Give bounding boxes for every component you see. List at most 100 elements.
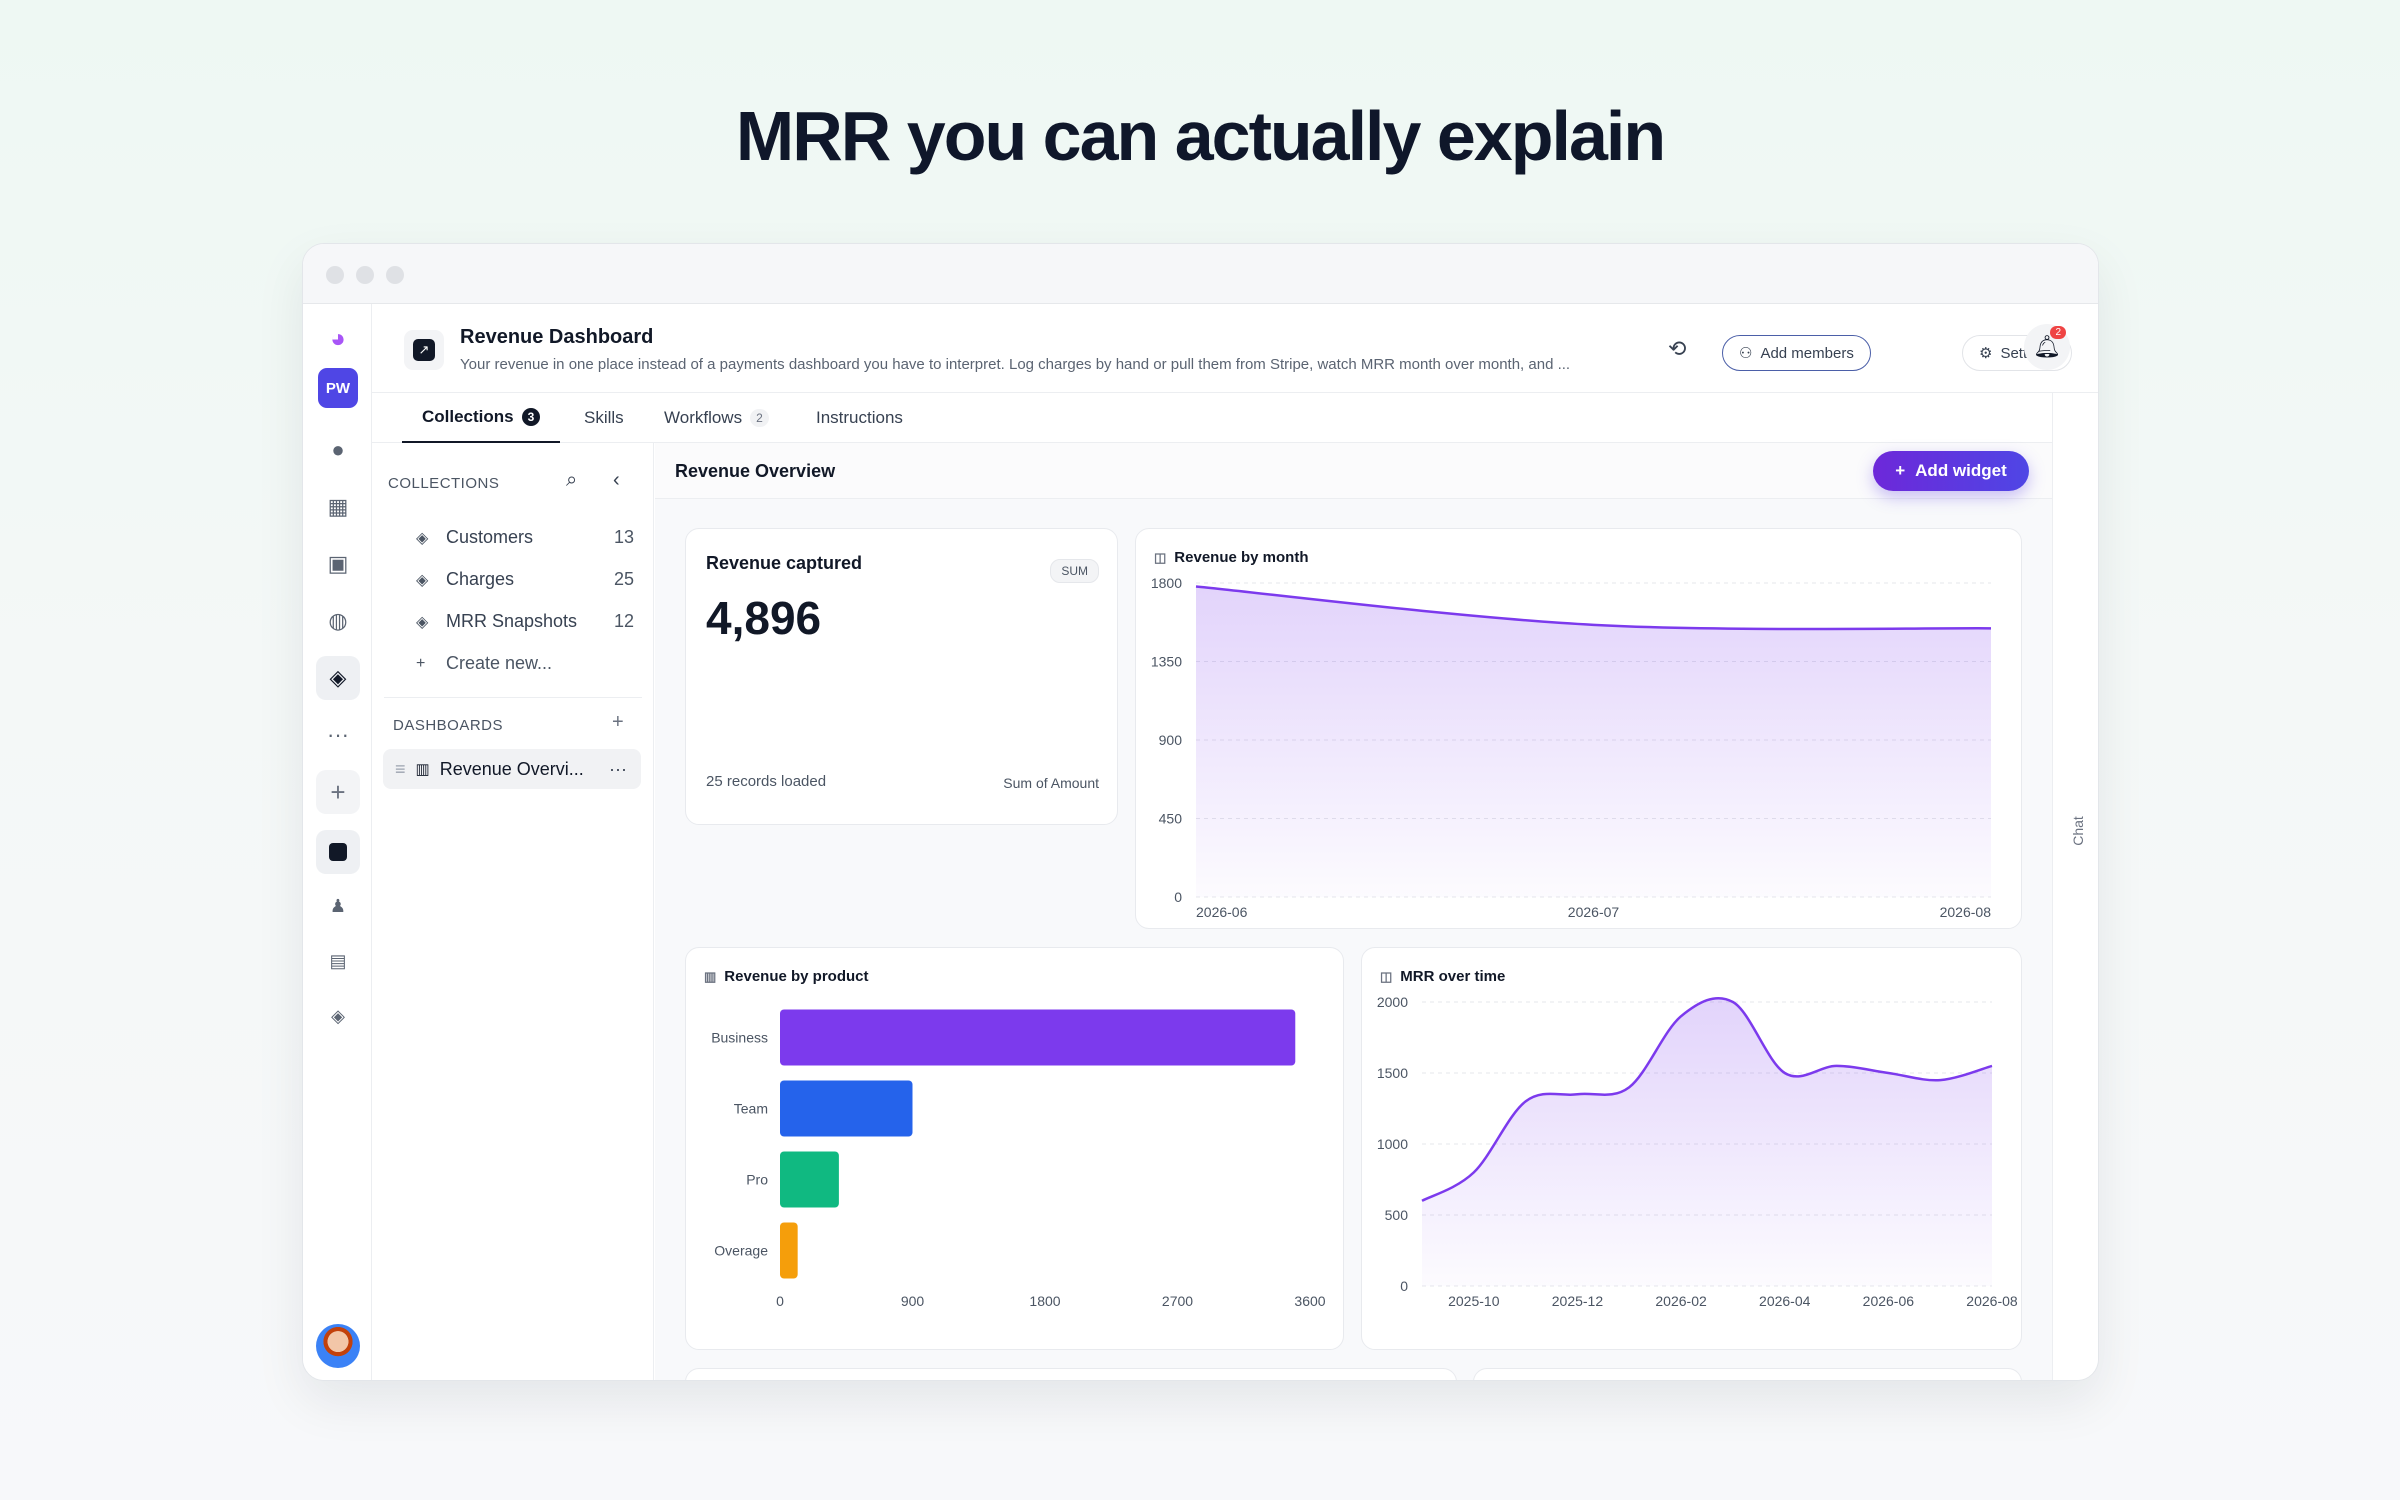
tab-instructions[interactable]: Instructions xyxy=(816,393,903,443)
dashboard-app-icon[interactable] xyxy=(316,830,360,874)
apps-grid-icon[interactable]: ▦ xyxy=(327,494,349,519)
dashboard-toolbar: Revenue Overview + Add widget xyxy=(655,443,2052,499)
bar-chart-icon: ▥ xyxy=(704,968,717,984)
x-tick-label: 2026-08 xyxy=(1966,1293,2018,1309)
tab-label: Instructions xyxy=(816,408,903,427)
y-tick-label: 1000 xyxy=(1377,1136,1408,1152)
create-new-label: Create new... xyxy=(446,653,553,673)
y-tick-label: 0 xyxy=(1174,889,1182,905)
x-tick-label: 1800 xyxy=(1029,1293,1060,1309)
tab-label: Workflows xyxy=(664,408,743,427)
y-tick-label: 0 xyxy=(1400,1278,1408,1294)
x-tick-label: 2025-10 xyxy=(1448,1293,1500,1309)
y-tick-label: 900 xyxy=(1159,732,1183,748)
window-minimize-dot[interactable] xyxy=(356,266,374,284)
inbox-icon[interactable]: ▣ xyxy=(327,551,349,576)
add-widget-label: Add widget xyxy=(1915,461,2007,480)
window-maximize-dot[interactable] xyxy=(386,266,404,284)
revenue-by-month-chart: 0 450 900 1350 1800 2026-06 2026-07 2026-08 xyxy=(1151,575,1992,920)
x-tick-label: 2026-06 xyxy=(1196,904,1248,920)
widget-card-partial[interactable] xyxy=(1473,1368,2022,1380)
clipboard-icon[interactable]: ▤ xyxy=(329,950,347,971)
collection-item-customers[interactable]: ◈ Customers 13 xyxy=(416,527,634,548)
dashboard-canvas: Revenue Overview + Add widget Revenue cap… xyxy=(655,443,2052,1380)
layers-icon[interactable]: ◈ xyxy=(316,656,360,700)
metric-card[interactable]: Revenue captured SUM 4,896 25 records lo… xyxy=(685,528,1118,825)
revenue-by-month-card[interactable]: ◫ Revenue by month 0 450 900 1350 1800 2026-06… xyxy=(1135,528,2022,929)
drag-handle-icon[interactable]: ≡ xyxy=(395,758,406,779)
x-tick-label: 900 xyxy=(901,1293,925,1309)
sidebar-divider xyxy=(384,697,642,698)
series-line xyxy=(1421,996,1993,1202)
bar xyxy=(780,1151,839,1208)
collapse-chevron-icon[interactable]: ‹ xyxy=(613,469,620,491)
more-icon[interactable]: ··· xyxy=(327,722,349,747)
icon-rail: ◕ PW ● ▦ ▣ ◍ ◈ ··· + ♟ ▤ ◈ xyxy=(303,304,372,1380)
collection-label: MRR Snapshots xyxy=(446,611,578,631)
tab-count: 3 xyxy=(521,408,541,426)
plus-icon: + xyxy=(416,654,426,672)
collection-item-charges[interactable]: ◈ Charges 25 xyxy=(416,569,634,590)
page-title: Revenue Dashboard xyxy=(460,326,654,348)
tab-collections[interactable]: Collections 3 xyxy=(402,393,561,443)
tab-label: Collections xyxy=(422,407,514,426)
page-header: ↗ Revenue Dashboard Your revenue in one … xyxy=(372,304,2098,393)
series-area xyxy=(1422,998,1992,1286)
add-dashboard-icon[interactable]: + xyxy=(612,711,624,733)
stack-icon: ◈ xyxy=(416,529,429,547)
x-tick-label: 2026-02 xyxy=(1655,1293,1707,1309)
search-icon[interactable]: ⌕ xyxy=(566,469,578,491)
series-line xyxy=(1195,585,1992,631)
stack-icon[interactable]: ◈ xyxy=(331,1005,345,1026)
collection-label: Charges xyxy=(446,569,515,589)
more-icon[interactable]: ··· xyxy=(609,758,627,779)
plus-icon: + xyxy=(1895,461,1906,480)
x-tick-label: 2026-06 xyxy=(1863,1293,1915,1309)
chat-label: Chat xyxy=(2069,816,2086,846)
collection-count: 13 xyxy=(613,527,634,547)
workspace-avatar[interactable]: PW xyxy=(318,368,358,408)
history-icon[interactable]: ⟲ xyxy=(1668,336,1687,361)
x-tick-label: 2026-04 xyxy=(1759,1293,1811,1309)
line-chart-icon: ◫ xyxy=(1380,968,1393,984)
app-window: ◕ PW ● ▦ ▣ ◍ ◈ ··· + ♟ ▤ ◈ ↗ Revenue Das… xyxy=(302,243,2099,1381)
notifications-button[interactable]: 🔔︎ 2 xyxy=(2024,324,2070,370)
chart-title: Revenue by product xyxy=(724,968,869,985)
add-widget-button[interactable]: + Add widget xyxy=(1873,451,2029,491)
collections-sidebar: COLLECTIONS ⌕ ‹ ◈ Customers 13 ◈ Charges 25 … xyxy=(372,443,654,1380)
user-avatar[interactable] xyxy=(316,1324,360,1368)
stack-icon: ◈ xyxy=(416,571,429,589)
dashboard-icon: ↗ xyxy=(404,330,444,370)
tab-skills[interactable]: Skills xyxy=(584,393,624,443)
aggregation-field: Sum of Amount xyxy=(1003,775,1099,791)
x-tick-label: 2025-12 xyxy=(1552,1293,1604,1309)
add-user-icon: ⚇ xyxy=(1739,345,1753,362)
tab-label: Skills xyxy=(584,408,624,427)
user-icon[interactable]: ♟ xyxy=(329,895,347,916)
revenue-by-product-card[interactable]: ▥ Revenue by product Business Team Pro Overa… xyxy=(685,947,1344,1350)
stack-icon: ◈ xyxy=(416,613,429,631)
create-new-collection[interactable]: + Create new... xyxy=(416,653,634,674)
records-loaded: 25 records loaded xyxy=(706,773,827,790)
add-app-button[interactable]: + xyxy=(316,770,360,814)
category-label: Business xyxy=(711,1030,768,1046)
collection-item-mrr-snapshots[interactable]: ◈ MRR Snapshots 12 xyxy=(416,611,634,632)
chat-bubble-icon[interactable]: ● xyxy=(331,437,345,462)
y-tick-label: 1350 xyxy=(1151,654,1182,670)
bar xyxy=(780,1080,913,1137)
app-logo-icon[interactable]: ◕ xyxy=(330,322,346,353)
bar-chart-icon: ▥ xyxy=(415,761,430,778)
mrr-over-time-card[interactable]: ◫ MRR over time 0 500 1000 1500 2000 2025-10 20… xyxy=(1361,947,2022,1350)
notification-badge: 2 xyxy=(2050,326,2066,339)
widget-card-partial[interactable] xyxy=(685,1368,1457,1380)
collections-heading: COLLECTIONS xyxy=(388,475,500,492)
bar xyxy=(780,1222,798,1279)
x-tick-label: 2700 xyxy=(1162,1293,1193,1309)
dashboard-item-revenue-overview[interactable]: ≡ ▥ Revenue Overvi... ··· xyxy=(383,749,641,789)
tab-workflows[interactable]: Workflows 2 xyxy=(664,393,769,443)
globe-icon[interactable]: ◍ xyxy=(328,608,348,633)
series-area xyxy=(1196,586,1991,897)
window-close-dot[interactable] xyxy=(326,266,344,284)
chat-panel-toggle[interactable]: Chat xyxy=(2052,393,2098,1380)
add-members-button[interactable]: ⚇ Add members xyxy=(1722,335,1871,371)
